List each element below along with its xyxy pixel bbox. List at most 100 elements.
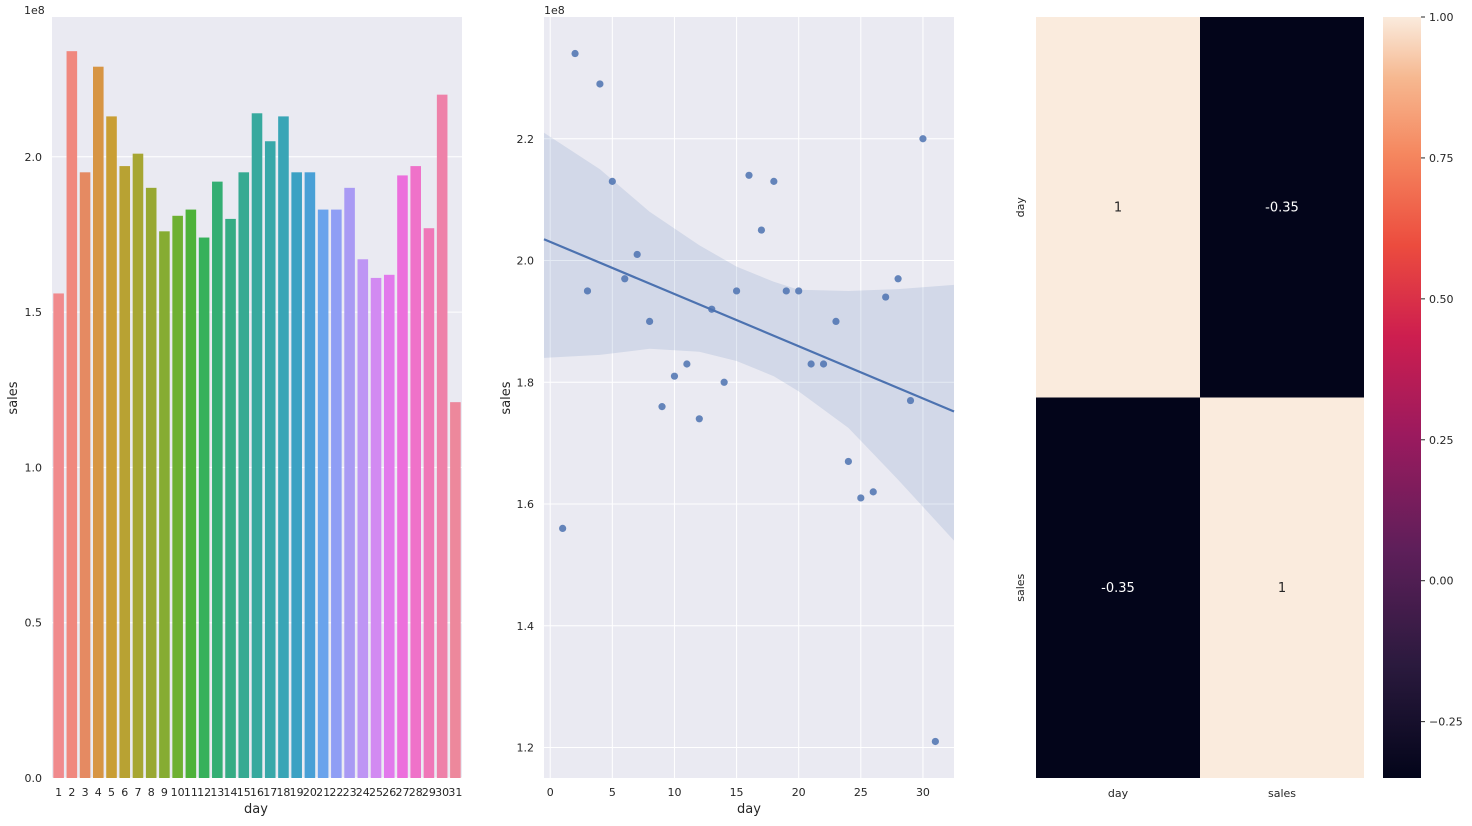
scatter-point — [807, 360, 815, 368]
scatter-point — [906, 396, 915, 405]
scatter-point — [919, 135, 927, 143]
scatter-point — [745, 171, 753, 179]
bar — [66, 51, 78, 778]
bar-y-ticks: 0.0 0.5 1.0 1.5 2.0 — [25, 151, 43, 785]
bar — [317, 209, 329, 778]
bar-x-tick-label: 23 — [343, 786, 357, 799]
scatter-point — [695, 415, 703, 423]
scatter-point — [646, 317, 654, 325]
heatmap-col-label: sales — [1268, 787, 1296, 800]
scatter-point — [720, 378, 728, 386]
scatter-gridlines — [544, 17, 954, 778]
heatmap-cell — [1200, 17, 1364, 398]
bar-x-tick-label: 8 — [148, 786, 155, 799]
bar-x-tick-label: 30 — [435, 786, 449, 799]
heatmap-annotation: -0.35 — [1101, 581, 1135, 596]
scatter-y-ticks: 1.2 1.4 1.6 1.8 2.0 2.2 — [517, 133, 535, 755]
bar — [79, 172, 91, 778]
heatmap-cell — [1200, 397, 1364, 778]
bar-x-tick-label: 10 — [171, 786, 185, 799]
bar — [344, 187, 355, 778]
scatter-point — [894, 275, 902, 283]
scatter-point — [757, 226, 766, 234]
scatter-point — [633, 250, 641, 259]
bar-x-tick-label: 18 — [276, 786, 290, 799]
scatter-y-tick-label: 1.2 — [517, 742, 535, 755]
colorbar-tick-label: 0.50 — [1429, 293, 1454, 306]
scatter-point — [621, 275, 629, 283]
scatter-x-tick-label: 0 — [547, 786, 554, 799]
bar-x-tick-label: 6 — [121, 786, 128, 799]
scatter-point — [583, 287, 592, 295]
bar-x-tick-label: 2 — [68, 786, 75, 799]
colorbar-tick-label: −0.25 — [1429, 716, 1463, 729]
bar — [238, 172, 250, 778]
bar-x-tick-label: 22 — [329, 786, 343, 799]
bar-x-tick-label: 1 — [55, 786, 62, 799]
heatmap-annotation: -0.35 — [1265, 200, 1299, 215]
scatter-point — [795, 287, 803, 295]
scatter-y-tick-label: 1.6 — [517, 498, 535, 511]
bar-y-tick-label: 0.5 — [25, 617, 43, 630]
bar-y-tick-label: 2.0 — [25, 151, 43, 164]
bar — [93, 66, 104, 779]
bar-x-tick-label: 29 — [422, 786, 436, 799]
bar-x-tick-label: 17 — [263, 786, 277, 799]
bar — [397, 175, 408, 779]
scatter-y-tick-label: 1.4 — [517, 620, 535, 633]
scatter-x-tick-label: 25 — [854, 786, 868, 799]
bar-x-tick-label: 27 — [395, 786, 409, 799]
scatter-point — [571, 49, 579, 58]
bar-x-tick-label: 7 — [134, 786, 141, 799]
bar-x-tick-label: 21 — [316, 786, 330, 799]
bar-x-tick-label: 31 — [448, 786, 462, 799]
scatter-point — [670, 372, 679, 380]
bar — [331, 209, 342, 778]
bar — [145, 187, 157, 778]
bar — [198, 237, 210, 779]
bar-x-tick-label: 28 — [409, 786, 423, 799]
scatter-point — [559, 524, 567, 532]
bar-x-tick-label: 19 — [290, 786, 304, 799]
bar-y-axis-label: sales — [6, 381, 21, 414]
bar-x-axis-label: day — [244, 802, 268, 817]
colorbar — [1383, 17, 1421, 778]
bar-y-tick-label: 0.0 — [25, 772, 43, 785]
bar-x-tick-label: 11 — [184, 786, 198, 799]
scatter-x-ticks: 0 5 10 15 20 25 30 — [547, 786, 930, 799]
colorbar-tick-label: 0.75 — [1429, 152, 1454, 165]
scatter-point — [770, 177, 778, 185]
scatter-point — [931, 737, 939, 746]
bar — [251, 113, 263, 778]
bar — [450, 402, 461, 778]
scatter-point — [608, 177, 616, 185]
scatter-y-axis-label: sales — [499, 381, 514, 414]
bar — [278, 116, 289, 778]
bar — [225, 218, 236, 779]
scatter-x-tick-label: 20 — [792, 786, 806, 799]
bar-x-tick-label: 16 — [250, 786, 264, 799]
heatmap-row-label: sales — [1014, 573, 1027, 601]
colorbar-tick-label: 0.00 — [1429, 575, 1454, 588]
scatter-x-tick-label: 5 — [609, 786, 616, 799]
bar-x-tick-label: 25 — [369, 786, 383, 799]
heatmap-col-label: day — [1108, 787, 1129, 800]
bar — [410, 166, 421, 778]
bar — [291, 172, 302, 778]
bar — [119, 166, 131, 778]
scatter-point — [782, 287, 790, 295]
bar-x-tick-label: 5 — [108, 786, 115, 799]
regression-confidence-band — [544, 132, 954, 541]
scatter-point — [844, 457, 852, 466]
heatmap-cell — [1036, 17, 1200, 398]
bar-offset-label: 1e8 — [24, 4, 45, 17]
heatmap-cell — [1036, 397, 1200, 778]
bar-chart-panel: 1 2 3 4 5 6 7 8 9 10 11 12 13 14 15 16 17 18 19 20 21 22 23 24 2… — [6, 4, 462, 817]
bar — [132, 153, 144, 779]
scatter-points — [559, 49, 939, 746]
bar — [383, 274, 395, 778]
heatmap-panel: 1 -0.35 -0.35 1 day sales day sales −0.25 0.00 0… — [1014, 11, 1463, 800]
bar-x-tick-label: 4 — [95, 786, 102, 799]
